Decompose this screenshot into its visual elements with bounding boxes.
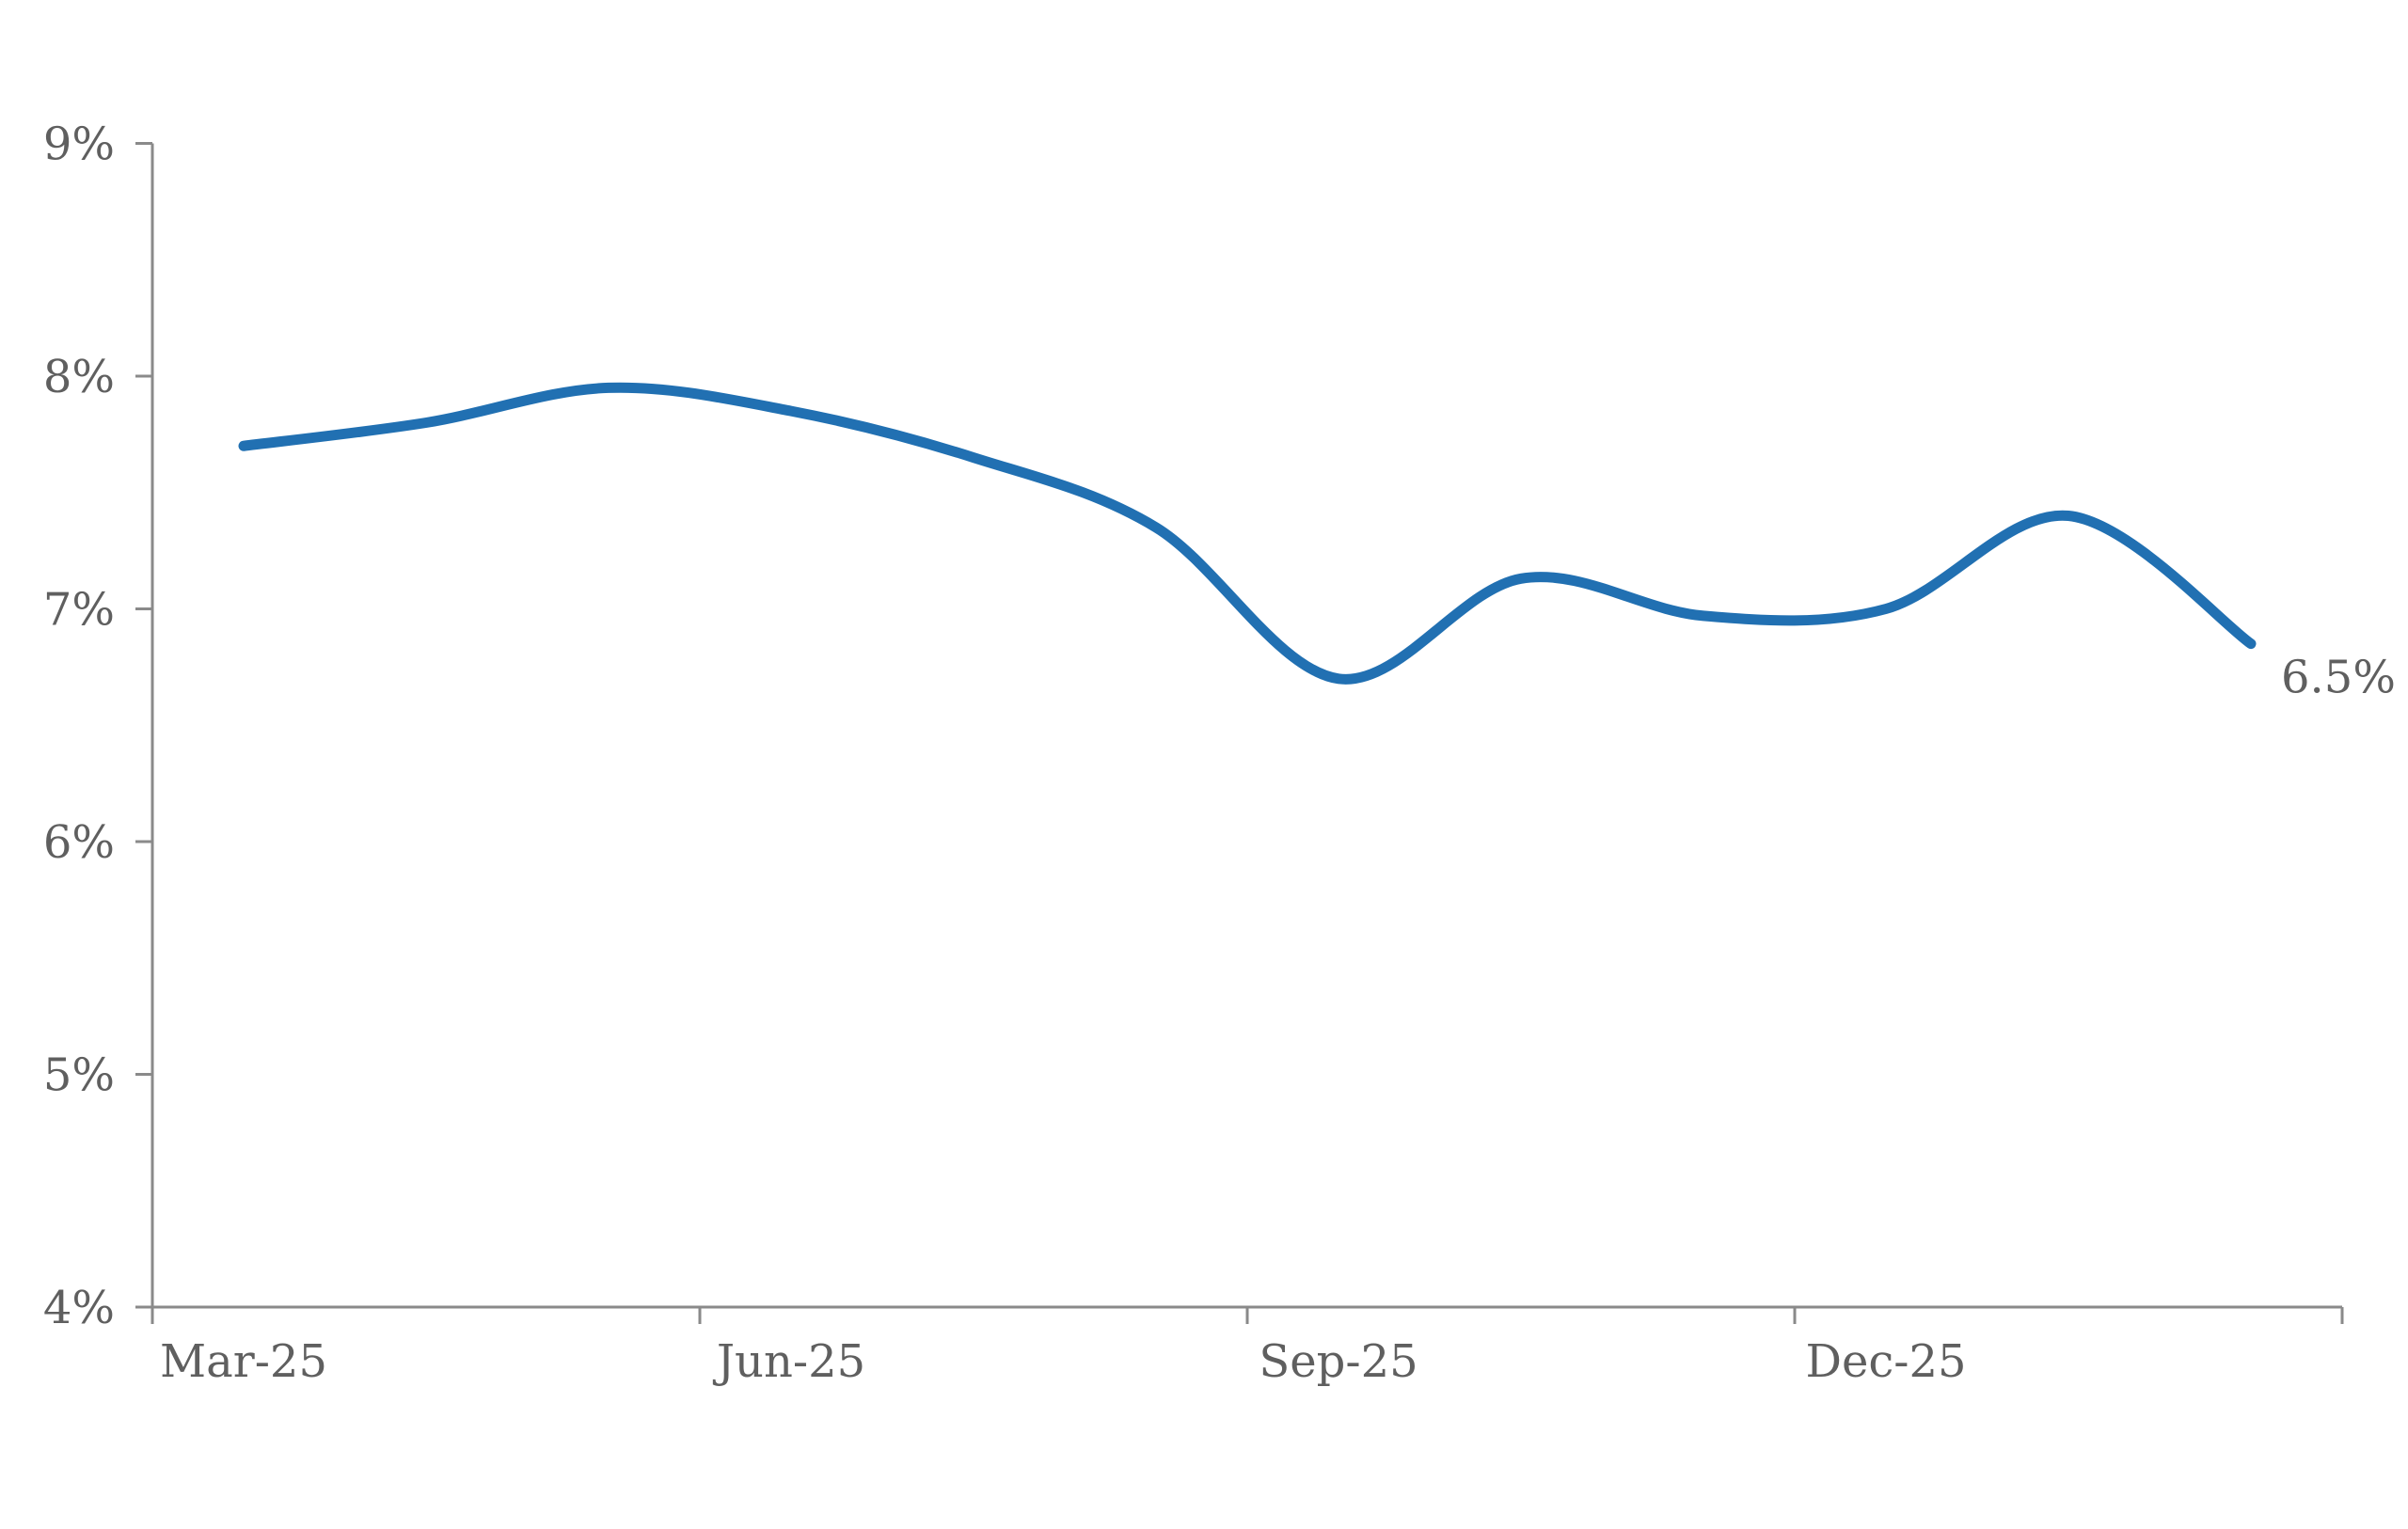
- y-tick-label: 6%: [43, 816, 115, 869]
- y-tick-label: 5%: [43, 1049, 115, 1102]
- series-line: [238, 382, 2257, 685]
- y-tick-label: 7%: [43, 584, 115, 637]
- x-axis: Mar-25 Jun-25 Sep-25 Dec-25: [150, 1305, 2344, 1388]
- y-tick-label: 9%: [43, 118, 115, 171]
- x-tick-label: Dec-25: [1805, 1335, 1966, 1388]
- x-tick-labels: Mar-25 Jun-25 Sep-25 Dec-25: [160, 1335, 1967, 1388]
- x-tick-label: Mar-25: [160, 1335, 327, 1388]
- y-axis: 9% 8% 7% 6% 5% 4%: [43, 118, 154, 1335]
- y-tick-label: 8%: [43, 351, 115, 403]
- y-tick-label: 4%: [43, 1282, 115, 1334]
- end-value-label: 6.5%: [2281, 652, 2396, 704]
- x-tick-label: Sep-25: [1259, 1335, 1418, 1388]
- y-ticks: [135, 142, 152, 1309]
- x-ticks: [150, 1307, 2344, 1324]
- y-tick-labels: 9% 8% 7% 6% 5% 4%: [43, 118, 115, 1335]
- x-tick-label: Jun-25: [712, 1335, 865, 1388]
